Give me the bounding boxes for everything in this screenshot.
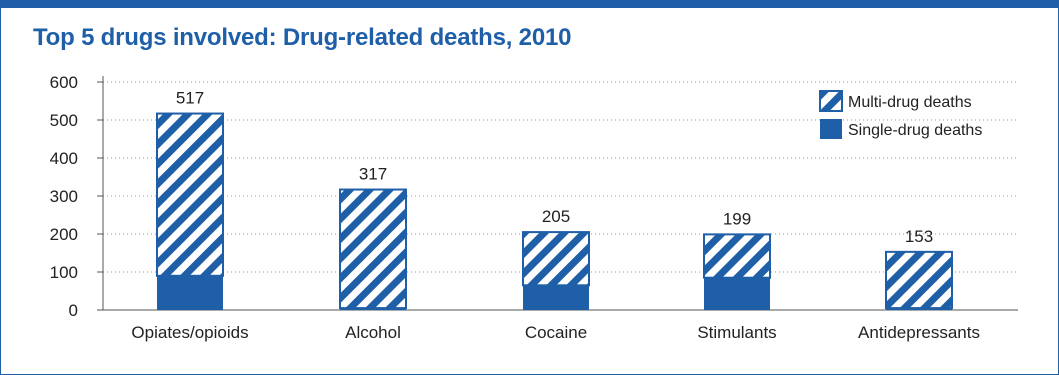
legend: Multi-drug deaths Single-drug deaths [819,90,982,139]
y-tick-label: 200 [50,225,78,244]
category-label-0: Opiates/opioids [131,323,248,342]
y-tick-label: 400 [50,149,78,168]
legend-label-single: Single-drug deaths [848,122,982,139]
bar-single-0 [157,275,223,310]
grid-layer [103,81,1018,273]
legend-label-multi: Multi-drug deaths [848,94,972,111]
y-axis: 0 100 200 300 400 500 600 [50,73,1018,320]
legend-swatch-multi [819,90,843,112]
bar-multi-1 [339,188,407,310]
category-label-2: Cocaine [525,323,587,342]
data-label-4: 153 [905,227,933,246]
data-label-3: 199 [723,209,751,228]
category-label-3: Stimulants [697,323,776,342]
data-label-1: 317 [359,165,387,184]
y-tick-label: 300 [50,187,78,206]
category-label-1: Alcohol [345,323,401,342]
chart-title: Top 5 drugs involved: Drug-related death… [33,24,572,51]
bar-single-3 [704,277,770,310]
legend-swatch-single [820,119,842,139]
y-tick-label: 600 [50,73,78,92]
bar-multi-0 [156,112,224,277]
bar-multi-3 [703,233,771,279]
y-tick-label: 0 [69,301,78,320]
data-label-0: 517 [176,89,204,108]
data-label-2: 205 [542,207,570,226]
bar-multi-2 [522,231,590,287]
y-tick-label: 500 [50,111,78,130]
bar-single-2 [523,285,589,310]
bar-multi-4 [885,250,953,310]
labels-layer: 517 Opiates/opioids 317 Alcohol 205 Cocaine 19… [131,89,980,342]
category-label-4: Antidepressants [858,323,980,342]
y-tick-label: 100 [50,263,78,282]
bars-layer [156,112,953,310]
